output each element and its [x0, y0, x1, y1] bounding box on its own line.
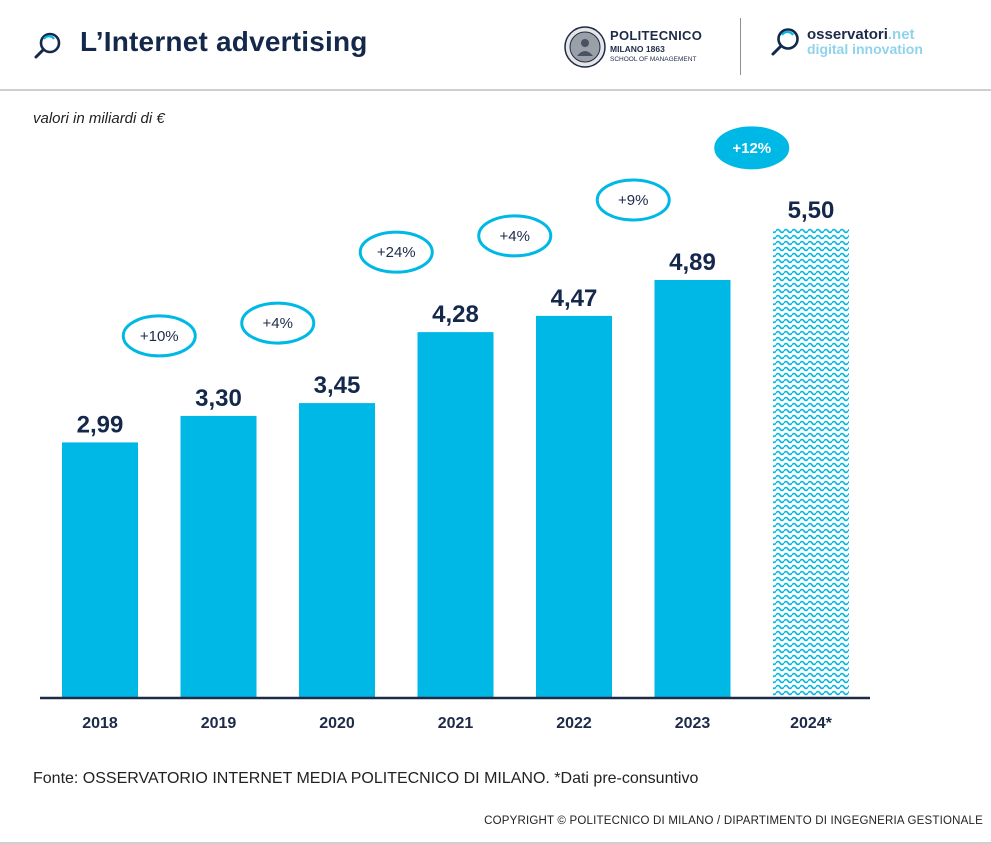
- growth-label-2: +24%: [377, 244, 416, 261]
- category-label-2023: 2023: [675, 715, 711, 732]
- value-label-2024*: 5,50: [788, 197, 835, 224]
- growth-badge-3: [477, 214, 553, 258]
- category-label-2020: 2020: [319, 715, 355, 732]
- osservatori-name: osservatori.net: [807, 26, 915, 43]
- bar-2021: [417, 332, 494, 698]
- bar-2023: [654, 279, 731, 698]
- footer-divider: [0, 842, 991, 844]
- growth-label-4: +9%: [618, 192, 648, 209]
- category-label-2022: 2022: [556, 715, 592, 732]
- source-note: Fonte: OSSERVATORIO INTERNET MEDIA POLIT…: [33, 770, 699, 787]
- header: L’Internet advertising POLITECNICO MILAN…: [0, 0, 991, 90]
- bar-2024*: [773, 227, 849, 698]
- bar-chart: 2,99 2018 3,30 2019 3,45 2020 4,28 2021 4,47 2022…: [40, 126, 870, 732]
- value-label-2020: 3,45: [314, 372, 361, 399]
- politecnico-school: SCHOOL OF MANAGEMENT: [610, 56, 697, 63]
- category-label-2021: 2021: [438, 715, 474, 732]
- growth-badge-0: [121, 314, 197, 358]
- category-label-2018: 2018: [82, 715, 118, 732]
- politecnico-logo: POLITECNICO MILANO 1863 SCHOOL OF MANAGE…: [564, 24, 724, 74]
- growth-label-5: +12%: [732, 140, 771, 157]
- growth-badge-2: [358, 230, 434, 274]
- value-label-2019: 3,30: [195, 385, 242, 412]
- growth-badge-4: [595, 178, 671, 222]
- growth-label-3: +4%: [500, 228, 530, 245]
- bar-2019: [180, 415, 257, 698]
- bar-2022: [536, 315, 612, 698]
- units-label: valori in miliardi di €: [33, 110, 165, 127]
- value-label-2022: 4,47: [551, 285, 598, 312]
- politecnico-name: POLITECNICO: [610, 28, 703, 43]
- value-label-2021: 4,28: [432, 301, 479, 328]
- page-title: L’Internet advertising: [80, 26, 368, 57]
- osservatori-magnifier-icon: [771, 28, 799, 56]
- politecnico-city: MILANO 1863: [610, 44, 665, 54]
- growth-label-1: +4%: [263, 315, 293, 332]
- politecnico-seal-icon: [564, 26, 606, 68]
- category-label-2019: 2019: [201, 715, 237, 732]
- bar-2020: [299, 403, 375, 698]
- bar-2018: [62, 442, 138, 698]
- value-label-2023: 4,89: [669, 249, 716, 276]
- logo-divider: [740, 18, 741, 75]
- osservatori-tagline: digital innovation: [807, 41, 923, 57]
- copyright-note: COPYRIGHT © POLITECNICO DI MILANO / DIPA…: [484, 815, 983, 827]
- growth-badge-1: [240, 301, 316, 345]
- osservatori-logo: osservatori.net digital innovation: [770, 24, 960, 64]
- value-label-2018: 2,99: [77, 411, 124, 438]
- growth-badge-5: [714, 126, 790, 170]
- header-divider: [0, 89, 991, 91]
- category-label-2024*: 2024*: [790, 715, 833, 732]
- magnifier-icon: [34, 32, 61, 59]
- growth-label-0: +10%: [140, 328, 179, 345]
